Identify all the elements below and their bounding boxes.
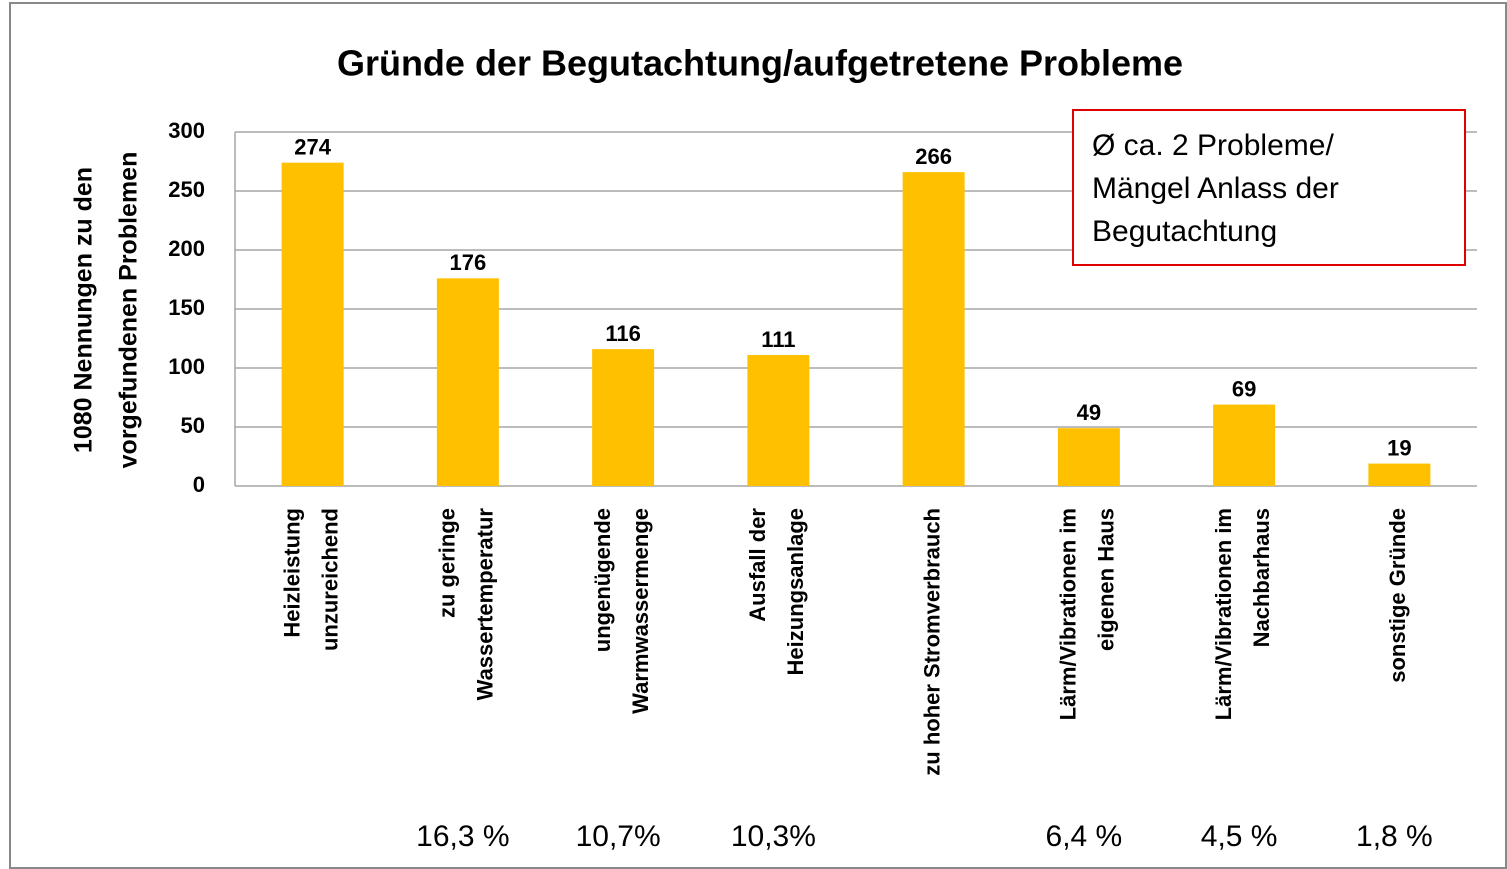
- x-tick-label: zu hoher Stromverbrauch: [919, 508, 944, 776]
- x-tick-label: Ausfall der Heizungsanlage: [745, 508, 808, 676]
- x-tick-label-line: Wassertemperatur: [473, 508, 498, 701]
- x-tick-label-line: zu geringe: [435, 508, 460, 618]
- x-tick-label-line: sonstige Gründe: [1385, 508, 1410, 683]
- x-tick-label: ungenügende Warmwassermenge: [590, 508, 653, 714]
- x-tick-label-line: zu hoher Stromverbrauch: [919, 508, 944, 776]
- annotation-text: Begutachtung: [1092, 215, 1277, 248]
- x-tick-label-line: Heizungsanlage: [783, 508, 808, 675]
- x-tick-label: Heizleistung unzureichend: [279, 508, 342, 651]
- percent-label: 4,5 %: [1201, 820, 1278, 853]
- value-label: 274: [294, 134, 331, 159]
- x-tick-label-line: Nachbarhaus: [1249, 508, 1274, 647]
- x-tick-label-line: Warmwassermenge: [628, 508, 653, 714]
- x-tick-label-line: ungenügende: [590, 508, 615, 652]
- y-tick-label: 200: [168, 236, 205, 261]
- x-tick-label-line: Lärm/Vibrationen im: [1056, 508, 1081, 720]
- percent-label: 1,8 %: [1356, 820, 1433, 853]
- percent-label: 10,3%: [731, 820, 816, 853]
- x-tick-label-line: Lärm/Vibrationen im: [1211, 508, 1236, 720]
- percent-label: 10,7%: [576, 820, 661, 853]
- x-tick-label-line: eigenen Haus: [1094, 508, 1119, 651]
- y-tick-label: 0: [193, 472, 205, 497]
- annotation-text: Ø ca. 2 Probleme/: [1092, 129, 1334, 162]
- y-tick-label: 250: [168, 177, 205, 202]
- x-tick-label-line: unzureichend: [317, 508, 342, 651]
- chart-title: Gründe der Begutachtung/aufgetretene Pro…: [337, 43, 1183, 84]
- value-label: 69: [1232, 376, 1256, 401]
- bar: [281, 162, 344, 486]
- annotation-text: Mängel Anlass der: [1092, 172, 1339, 205]
- value-label: 176: [450, 250, 487, 275]
- bar: [747, 355, 810, 486]
- bar: [1057, 428, 1120, 486]
- value-label: 116: [605, 321, 641, 346]
- y-axis-title: 1080 Nennungen zu den vorgefundenen Prob…: [70, 152, 143, 469]
- percent-label: 16,3 %: [416, 820, 509, 853]
- bar: [1213, 404, 1276, 486]
- value-label: 19: [1387, 435, 1411, 460]
- bar: [1368, 463, 1431, 486]
- x-tick-label: sonstige Gründe: [1385, 508, 1410, 683]
- x-tick-label-line: Ausfall der: [745, 508, 770, 622]
- x-tick-label-line: Heizleistung: [279, 508, 304, 638]
- annotation-box: [1072, 109, 1466, 266]
- x-tick-label: Lärm/Vibrationen im Nachbarhaus: [1211, 508, 1274, 720]
- percent-label: 6,4 %: [1046, 820, 1123, 853]
- x-tick-label: zu geringe Wassertemperatur: [435, 508, 498, 701]
- value-label: 111: [761, 327, 795, 352]
- y-tick-label: 300: [168, 118, 205, 143]
- value-label: 266: [915, 144, 952, 169]
- y-tick-label: 50: [181, 413, 205, 438]
- bar: [592, 349, 655, 486]
- value-label: 49: [1077, 400, 1101, 425]
- y-tick-label: 100: [168, 354, 205, 379]
- x-tick-label: Lärm/Vibrationen im eigenen Haus: [1056, 508, 1119, 720]
- y-axis-title-line: 1080 Nennungen zu den: [70, 167, 98, 453]
- y-axis-title-line: vorgefundenen Problemen: [115, 152, 143, 469]
- bar: [902, 172, 965, 486]
- y-tick-label: 150: [168, 295, 205, 320]
- bar: [436, 278, 499, 486]
